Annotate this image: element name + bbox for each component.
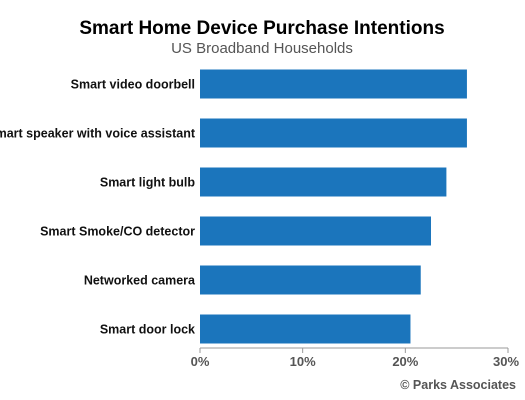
category-label-2: Smart speaker with voice assistant bbox=[0, 127, 196, 141]
bars-group bbox=[200, 69, 467, 344]
x-tick-label-4: 30% bbox=[493, 354, 519, 369]
category-label-5: Networked camera bbox=[84, 274, 196, 288]
category-label-6: Smart door lock bbox=[100, 323, 195, 337]
x-tick-label-2: 10% bbox=[290, 354, 316, 369]
x-axis-ticks: 0% 10% 20% 30% bbox=[191, 348, 519, 369]
bar-6 bbox=[200, 314, 411, 344]
category-label-4: Smart Smoke/CO detector bbox=[40, 225, 195, 239]
x-tick-label-1: 0% bbox=[191, 354, 210, 369]
x-tick-label-3: 20% bbox=[392, 354, 418, 369]
bar-3 bbox=[200, 167, 447, 197]
bar-2 bbox=[200, 118, 467, 148]
bar-5 bbox=[200, 265, 421, 295]
category-labels: Smart video doorbell Smart speaker with v… bbox=[0, 78, 196, 337]
chart-title: Smart Home Device Purchase Intentions bbox=[79, 18, 444, 39]
category-label-3: Smart light bulb bbox=[100, 176, 196, 190]
bar-4 bbox=[200, 216, 431, 246]
chart-subtitle: US Broadband Households bbox=[171, 40, 353, 57]
source-credit: © Parks Associates bbox=[400, 378, 516, 392]
category-label-1: Smart video doorbell bbox=[71, 78, 195, 92]
bar-1 bbox=[200, 69, 467, 99]
